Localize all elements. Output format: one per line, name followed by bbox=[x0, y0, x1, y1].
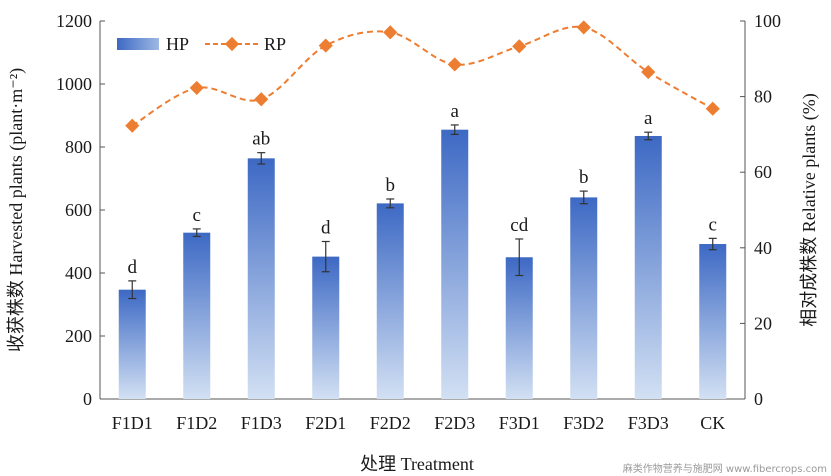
x-tick-label: CK bbox=[700, 413, 725, 433]
significance-label: d bbox=[128, 257, 138, 278]
x-tick-label: F3D3 bbox=[628, 413, 669, 433]
left-tick-label: 1200 bbox=[56, 11, 92, 31]
legend-hp-swatch bbox=[117, 38, 159, 50]
rp-point bbox=[447, 57, 462, 72]
rp-point bbox=[705, 101, 720, 116]
x-tick-label: F1D1 bbox=[112, 413, 153, 433]
right-tick-label: 80 bbox=[754, 87, 772, 107]
significance-label: ab bbox=[252, 129, 270, 150]
rp-line bbox=[131, 25, 714, 127]
x-tick-label: F3D1 bbox=[499, 413, 540, 433]
legend: HP RP bbox=[117, 34, 286, 54]
watermark: 麻类作物营养与施肥网 www.fibercrops.com bbox=[623, 462, 827, 475]
rp-point bbox=[576, 20, 591, 35]
x-tick-labels: F1D1 F1D2 F1D3 F2D1 F2D2 F2D3 F3D1 F3D2 F3D3 CK bbox=[112, 413, 726, 433]
right-tick-label: 40 bbox=[754, 238, 772, 258]
bar-series: d c ab d b a cd b a c bbox=[118, 101, 727, 400]
line-series bbox=[125, 20, 720, 133]
x-tick-label: F2D2 bbox=[370, 413, 411, 433]
y-axis-right-title: 相对成株数 Relative plants (%) bbox=[799, 93, 820, 326]
bar bbox=[183, 232, 211, 399]
left-tick-label: 600 bbox=[65, 200, 92, 220]
rp-point bbox=[254, 92, 269, 107]
x-tick-label: F1D3 bbox=[241, 413, 282, 433]
significance-label: b bbox=[579, 167, 589, 188]
significance-label: cd bbox=[510, 215, 528, 236]
bar bbox=[634, 135, 662, 399]
x-tick-label: F1D2 bbox=[176, 413, 217, 433]
left-tick-label: 800 bbox=[65, 137, 92, 157]
right-tick-label: 100 bbox=[754, 11, 781, 31]
bar bbox=[247, 158, 275, 399]
legend-rp-marker bbox=[224, 36, 240, 52]
left-axis-ticks: 0 200 400 600 800 1000 1200 bbox=[56, 11, 105, 409]
left-tick-label: 200 bbox=[65, 326, 92, 346]
rp-point bbox=[641, 64, 656, 80]
legend-hp-label: HP bbox=[166, 34, 189, 54]
bar bbox=[376, 203, 404, 399]
right-tick-label: 20 bbox=[754, 313, 772, 333]
rp-point bbox=[318, 38, 333, 53]
right-axis-ticks: 0 20 40 60 80 100 bbox=[740, 11, 781, 409]
x-tick-label: F2D3 bbox=[434, 413, 475, 433]
significance-label: a bbox=[451, 101, 460, 122]
bar bbox=[118, 289, 146, 399]
bar bbox=[570, 197, 598, 399]
rp-point bbox=[125, 118, 140, 133]
right-tick-label: 0 bbox=[754, 389, 763, 409]
left-tick-label: 400 bbox=[65, 263, 92, 283]
rp-point bbox=[383, 25, 398, 40]
left-tick-label: 0 bbox=[83, 389, 92, 409]
x-tick-label: F2D1 bbox=[305, 413, 346, 433]
left-tick-label: 1000 bbox=[56, 74, 92, 94]
legend-rp-label: RP bbox=[264, 34, 286, 54]
significance-label: b bbox=[386, 175, 396, 196]
significance-label: c bbox=[193, 205, 201, 226]
x-axis-title: 处理 Treatment bbox=[360, 454, 474, 474]
y-axis-left-title: 收获株数 Harvested plants (plant·m⁻²) bbox=[6, 68, 27, 352]
right-tick-label: 60 bbox=[754, 162, 772, 182]
significance-label: d bbox=[321, 218, 331, 239]
significance-label: a bbox=[644, 108, 653, 129]
bar bbox=[699, 244, 727, 399]
bar bbox=[312, 256, 340, 399]
rp-point bbox=[189, 80, 204, 95]
significance-label: c bbox=[709, 214, 717, 235]
x-tick-label: F3D2 bbox=[563, 413, 604, 433]
bar bbox=[441, 129, 469, 400]
bar bbox=[505, 257, 533, 399]
rp-point bbox=[512, 39, 527, 54]
